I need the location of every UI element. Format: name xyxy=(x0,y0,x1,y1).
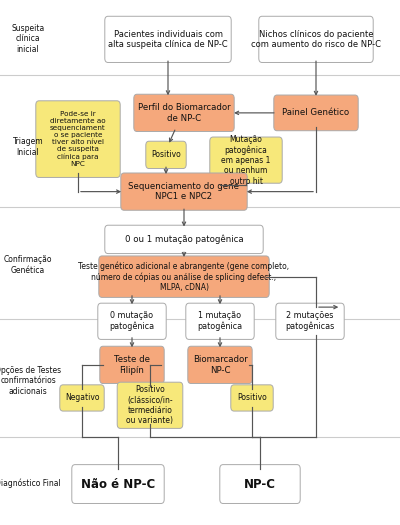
FancyBboxPatch shape xyxy=(117,382,183,428)
FancyBboxPatch shape xyxy=(231,385,273,411)
Text: 0 ou 1 mutação patogênica: 0 ou 1 mutação patogênica xyxy=(125,235,243,244)
FancyBboxPatch shape xyxy=(36,101,120,177)
FancyBboxPatch shape xyxy=(98,303,166,340)
FancyBboxPatch shape xyxy=(274,95,358,131)
FancyBboxPatch shape xyxy=(220,465,300,503)
Text: Pode-se ir
diretamente ao
sequenciament
o se paciente
tiver alto nível
de suspei: Pode-se ir diretamente ao sequenciament … xyxy=(50,111,106,167)
Text: Opções de Testes
confirmatórios
adicionais: Opções de Testes confirmatórios adiciona… xyxy=(0,366,61,395)
Text: Mutação
patogênica
em apenas 1
ou nenhum
outro hit: Mutação patogênica em apenas 1 ou nenhum… xyxy=(221,134,271,186)
Text: Suspeita
clínica
inicial: Suspeita clínica inicial xyxy=(11,24,45,54)
Text: Teste de
Filipín: Teste de Filipín xyxy=(114,355,150,374)
FancyBboxPatch shape xyxy=(105,225,263,254)
Text: Diagnóstico Final: Diagnóstico Final xyxy=(0,478,61,488)
Text: Positivo: Positivo xyxy=(237,393,267,403)
FancyBboxPatch shape xyxy=(134,94,234,131)
FancyBboxPatch shape xyxy=(188,346,252,383)
FancyBboxPatch shape xyxy=(105,16,231,62)
Text: Nichos clínicos do paciente
com aumento do risco de NP-C: Nichos clínicos do paciente com aumento … xyxy=(251,30,381,49)
Text: Painel Genético: Painel Genético xyxy=(282,108,350,118)
FancyBboxPatch shape xyxy=(276,303,344,340)
Text: Positivo: Positivo xyxy=(151,150,181,160)
Text: Perfil do Biomarcador
de NP-C: Perfil do Biomarcador de NP-C xyxy=(138,103,230,122)
FancyBboxPatch shape xyxy=(72,465,164,503)
Text: 0 mutação
patogênica: 0 mutação patogênica xyxy=(110,311,154,331)
FancyBboxPatch shape xyxy=(121,173,247,210)
Text: 2 mutações
patogênicas: 2 mutações patogênicas xyxy=(285,311,335,331)
Text: 1 mutação
patogênica: 1 mutação patogênica xyxy=(198,311,242,331)
FancyBboxPatch shape xyxy=(210,137,282,183)
Text: Biomarcador
NP-C: Biomarcador NP-C xyxy=(193,355,247,374)
FancyBboxPatch shape xyxy=(146,141,186,169)
FancyBboxPatch shape xyxy=(99,256,269,297)
Text: NP-C: NP-C xyxy=(244,478,276,490)
Text: Pacientes individuais com
alta suspeita clínica de NP-C: Pacientes individuais com alta suspeita … xyxy=(108,30,228,49)
Text: Confirmação
Genética: Confirmação Genética xyxy=(4,256,52,275)
FancyBboxPatch shape xyxy=(186,303,254,340)
Text: Não é NP-C: Não é NP-C xyxy=(81,478,155,490)
Text: Triagem
Inicial: Triagem Inicial xyxy=(13,138,43,156)
FancyBboxPatch shape xyxy=(100,346,164,383)
FancyBboxPatch shape xyxy=(60,385,104,411)
Text: Teste genético adicional e abrangente (gene completo,
número de cópias ou anális: Teste genético adicional e abrangente (g… xyxy=(78,261,290,292)
Text: Positivo
(clássico/in-
termediário
ou variante): Positivo (clássico/in- termediário ou va… xyxy=(126,385,174,425)
Text: Sequenciamento do gene
NPC1 e NPC2: Sequenciamento do gene NPC1 e NPC2 xyxy=(128,182,240,201)
Text: Negativo: Negativo xyxy=(65,393,99,403)
FancyBboxPatch shape xyxy=(259,16,373,62)
